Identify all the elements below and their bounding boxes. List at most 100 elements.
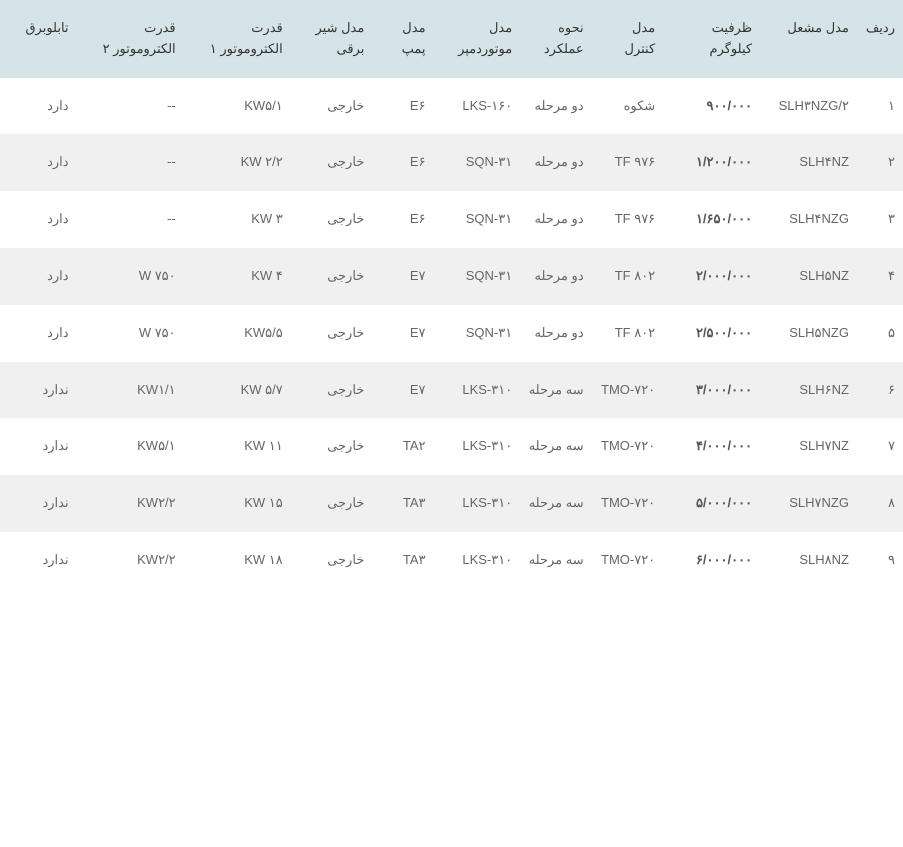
table-header-row: ردیف مدل مشعل ظرفیت کیلوگرم مدل کنترل نح…	[0, 0, 903, 78]
cell-model: SLH۴NZG	[760, 191, 857, 248]
cell-model: SLH۸NZ	[760, 532, 857, 589]
cell-pump: E۶	[372, 78, 433, 135]
cell-valve: خارجی	[291, 305, 373, 362]
cell-control: TMO-۷۲۰	[592, 532, 664, 589]
cell-power1: KW۵/۱	[184, 78, 291, 135]
cell-control: TF ۸۰۲	[592, 248, 664, 305]
cell-operation: دو مرحله	[520, 78, 591, 135]
cell-motor: SQN-۳۱	[434, 305, 521, 362]
cell-valve: خارجی	[291, 248, 373, 305]
cell-panel: دارد	[0, 191, 77, 248]
cell-valve: خارجی	[291, 532, 373, 589]
cell-operation: دو مرحله	[520, 191, 591, 248]
cell-power2: --	[77, 134, 184, 191]
cell-power1: KW ۵/۷	[184, 362, 291, 419]
cell-motor: LKS-۳۱۰	[434, 475, 521, 532]
cell-panel: ندارد	[0, 418, 77, 475]
cell-control: TMO-۷۲۰	[592, 362, 664, 419]
cell-capacity: ۲/۵۰۰/۰۰۰	[663, 305, 760, 362]
cell-operation: سه مرحله	[520, 532, 591, 589]
cell-model: SLH۷NZ	[760, 418, 857, 475]
cell-power2: --	[77, 78, 184, 135]
cell-model: SLH۵NZG	[760, 305, 857, 362]
cell-pump: E۶	[372, 134, 433, 191]
col-header-control: مدل کنترل	[592, 0, 664, 78]
cell-pump: E۷	[372, 362, 433, 419]
table-row: ۲ SLH۴NZ ۱/۲۰۰/۰۰۰ TF ۹۷۶ دو مرحله SQN-۳…	[0, 134, 903, 191]
cell-power2: KW۱/۱	[77, 362, 184, 419]
cell-control: TMO-۷۲۰	[592, 475, 664, 532]
cell-capacity: ۱/۶۵۰/۰۰۰	[663, 191, 760, 248]
table-row: ۳ SLH۴NZG ۱/۶۵۰/۰۰۰ TF ۹۷۶ دو مرحله SQN-…	[0, 191, 903, 248]
cell-panel: دارد	[0, 305, 77, 362]
cell-row: ۶	[857, 362, 903, 419]
cell-model: SLH۴NZ	[760, 134, 857, 191]
col-header-capacity: ظرفیت کیلوگرم	[663, 0, 760, 78]
cell-valve: خارجی	[291, 134, 373, 191]
cell-motor: LKS-۳۱۰	[434, 362, 521, 419]
table-body: ۱ SLH۳NZG/۲ ۹۰۰/۰۰۰ شکوه دو مرحله LKS-۱۶…	[0, 78, 903, 589]
cell-panel: دارد	[0, 134, 77, 191]
cell-power1: KW ۴	[184, 248, 291, 305]
cell-row: ۵	[857, 305, 903, 362]
cell-capacity: ۴/۰۰۰/۰۰۰	[663, 418, 760, 475]
cell-capacity: ۶/۰۰۰/۰۰۰	[663, 532, 760, 589]
burner-specs-table: ردیف مدل مشعل ظرفیت کیلوگرم مدل کنترل نح…	[0, 0, 903, 589]
table-row: ۷ SLH۷NZ ۴/۰۰۰/۰۰۰ TMO-۷۲۰ سه مرحله LKS-…	[0, 418, 903, 475]
cell-pump: TA۳	[372, 475, 433, 532]
cell-motor: LKS-۱۶۰	[434, 78, 521, 135]
cell-valve: خارجی	[291, 191, 373, 248]
cell-control: TF ۹۷۶	[592, 191, 664, 248]
cell-operation: دو مرحله	[520, 305, 591, 362]
cell-power2: --	[77, 191, 184, 248]
cell-valve: خارجی	[291, 78, 373, 135]
cell-capacity: ۹۰۰/۰۰۰	[663, 78, 760, 135]
cell-power2: W ۷۵۰	[77, 248, 184, 305]
cell-control: TMO-۷۲۰	[592, 418, 664, 475]
cell-row: ۸	[857, 475, 903, 532]
cell-control: شکوه	[592, 78, 664, 135]
cell-control: TF ۹۷۶	[592, 134, 664, 191]
cell-operation: سه مرحله	[520, 418, 591, 475]
cell-model: SLH۶NZ	[760, 362, 857, 419]
cell-pump: E۷	[372, 305, 433, 362]
cell-operation: دو مرحله	[520, 134, 591, 191]
col-header-power1: قدرت الکتروموتور ۱	[184, 0, 291, 78]
cell-pump: E۷	[372, 248, 433, 305]
cell-panel: ندارد	[0, 475, 77, 532]
cell-power1: KW۵/۵	[184, 305, 291, 362]
cell-valve: خارجی	[291, 475, 373, 532]
cell-motor: LKS-۳۱۰	[434, 532, 521, 589]
cell-capacity: ۳/۰۰۰/۰۰۰	[663, 362, 760, 419]
cell-operation: دو مرحله	[520, 248, 591, 305]
table-row: ۶ SLH۶NZ ۳/۰۰۰/۰۰۰ TMO-۷۲۰ سه مرحله LKS-…	[0, 362, 903, 419]
cell-row: ۳	[857, 191, 903, 248]
cell-power1: KW ۱۸	[184, 532, 291, 589]
cell-motor: SQN-۳۱	[434, 134, 521, 191]
cell-pump: TA۳	[372, 532, 433, 589]
cell-power1: KW ۱۱	[184, 418, 291, 475]
cell-pump: E۶	[372, 191, 433, 248]
cell-power1: KW ۲/۲	[184, 134, 291, 191]
cell-row: ۲	[857, 134, 903, 191]
cell-panel: ندارد	[0, 362, 77, 419]
col-header-valve: مدل شیر برقی	[291, 0, 373, 78]
cell-power2: W ۷۵۰	[77, 305, 184, 362]
cell-operation: سه مرحله	[520, 475, 591, 532]
cell-motor: SQN-۳۱	[434, 191, 521, 248]
table-row: ۹ SLH۸NZ ۶/۰۰۰/۰۰۰ TMO-۷۲۰ سه مرحله LKS-…	[0, 532, 903, 589]
cell-model: SLH۷NZG	[760, 475, 857, 532]
cell-power1: KW ۳	[184, 191, 291, 248]
cell-panel: ندارد	[0, 532, 77, 589]
cell-capacity: ۱/۲۰۰/۰۰۰	[663, 134, 760, 191]
cell-capacity: ۵/۰۰۰/۰۰۰	[663, 475, 760, 532]
cell-valve: خارجی	[291, 362, 373, 419]
cell-row: ۷	[857, 418, 903, 475]
cell-row: ۴	[857, 248, 903, 305]
cell-model: SLH۳NZG/۲	[760, 78, 857, 135]
cell-capacity: ۲/۰۰۰/۰۰۰	[663, 248, 760, 305]
col-header-row: ردیف	[857, 0, 903, 78]
col-header-pump: مدل پمپ	[372, 0, 433, 78]
cell-row: ۱	[857, 78, 903, 135]
cell-operation: سه مرحله	[520, 362, 591, 419]
